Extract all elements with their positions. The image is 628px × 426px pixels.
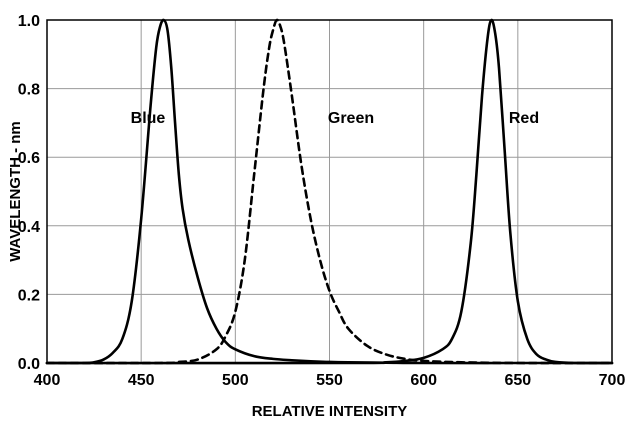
y-tick-label: 0.2 — [18, 287, 40, 304]
y-tick-label: 0.6 — [18, 150, 40, 167]
y-tick-label: 0.4 — [18, 219, 40, 236]
series-label-red: Red — [509, 110, 539, 127]
series-labels: Blue Green Red — [131, 110, 539, 127]
x-tick-label: 450 — [128, 372, 155, 389]
x-tick-label: 550 — [316, 372, 343, 389]
x-tick-label: 700 — [599, 372, 626, 389]
x-tick-label: 600 — [410, 372, 437, 389]
plot-frame — [46, 19, 613, 364]
x-tick-label: 650 — [504, 372, 531, 389]
series-curves — [45, 18, 614, 365]
series-label-blue: Blue — [131, 110, 166, 127]
x-axis-title: RELATIVE INTENSITY — [252, 403, 408, 420]
y-axis-ticks: 0.0 0.2 0.4 0.6 0.8 1.0 — [18, 13, 40, 373]
series-label-green: Green — [328, 110, 374, 127]
series-red-line — [45, 18, 614, 365]
y-tick-label: 1.0 — [18, 13, 40, 30]
grid-lines — [46, 19, 613, 364]
y-tick-label: 0.0 — [18, 356, 40, 373]
x-tick-label: 500 — [222, 372, 249, 389]
x-tick-label: 400 — [34, 372, 61, 389]
series-green-line — [45, 18, 614, 365]
x-axis-ticks: 400 450 500 550 600 650 700 — [34, 372, 626, 389]
y-axis-title: WAVELENGTH - nm — [7, 121, 24, 262]
y-tick-label: 0.8 — [18, 82, 40, 99]
